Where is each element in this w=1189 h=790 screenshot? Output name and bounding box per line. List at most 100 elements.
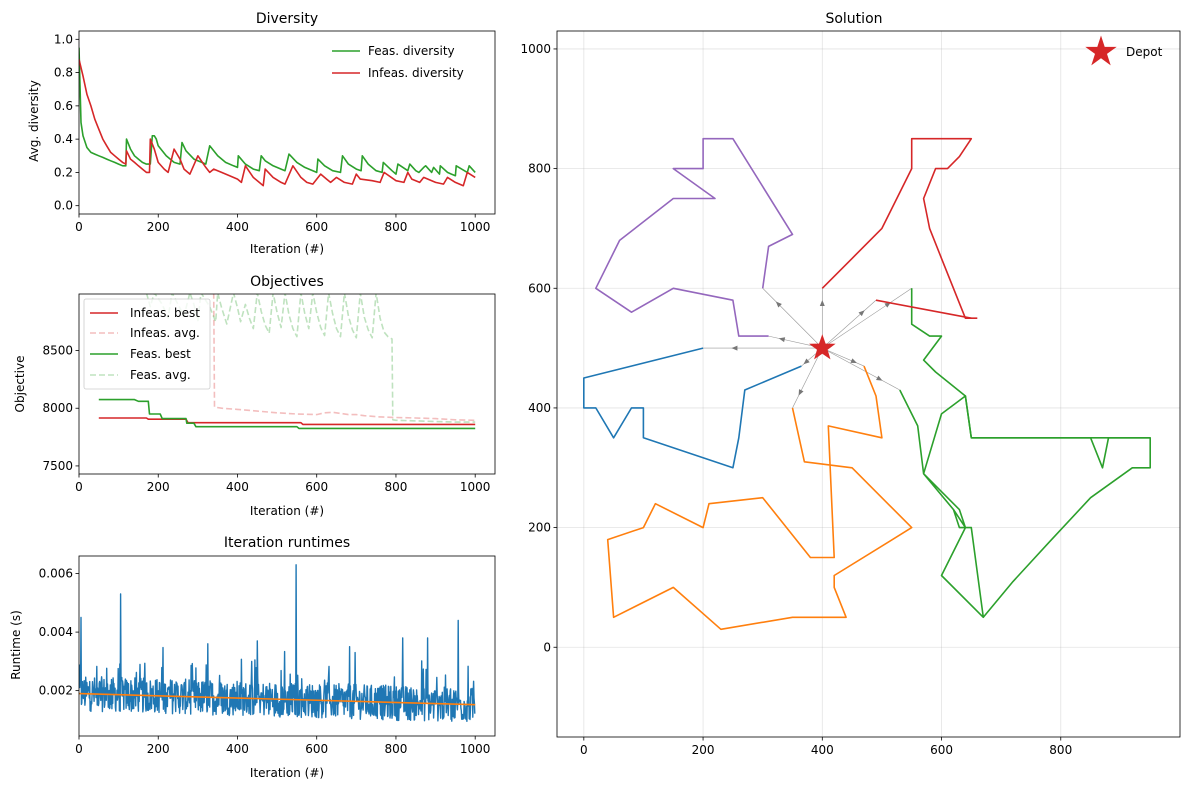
solution-title: Solution [825,11,882,27]
connector-arrowhead [778,337,786,343]
objectives-title: Objectives [250,274,324,290]
y-tick-label: 8000 [42,401,73,415]
route-line-7 [595,137,794,337]
x-tick-label: 200 [147,742,170,756]
x-tick-label: 400 [811,743,834,757]
runtimes-ticks: 0 200 400 600 800 1000 0.002 0.004 0.006 [39,567,491,756]
y-tick-label: 0.8 [54,66,73,80]
solution-axes-frame [556,30,1181,738]
diversity-ticks: 0 200 400 600 800 1000 0.0 0.2 0.4 0.6 0.8 1.0 [54,32,491,234]
solution-panel: Solution 0 200 400 600 80002004006008001000 … [520,11,1181,757]
x-tick-label: 400 [226,220,249,234]
x-tick-label: 800 [384,220,407,234]
x-tick-label: 800 [1049,743,1072,757]
connector-arrowhead [858,310,865,317]
objectives-xlabel: Iteration (#) [250,504,324,518]
x-tick-label: 600 [305,742,328,756]
y-tick-label: 0.0 [54,199,73,213]
x-tick-label: 1000 [460,220,491,234]
y-tick-label: 1000 [520,42,551,56]
legend-label-feas-diversity: Feas. diversity [368,44,455,58]
x-tick-label: 800 [384,480,407,494]
series-line-infeas-diversity [79,59,476,187]
connector-arrowhead [798,389,804,396]
objectives-legend-box [83,298,211,390]
y-tick-label: 800 [528,162,551,176]
legend-depot-star [1085,35,1117,66]
route-line-6 [875,299,972,319]
x-tick-label: 600 [305,480,328,494]
depot-star [809,334,836,360]
y-tick-label: 0.002 [39,684,73,698]
depot-connector [822,347,900,391]
x-tick-label: 0 [75,742,83,756]
x-tick-label: 400 [226,742,249,756]
depot-connector [762,288,823,349]
y-tick-label: 0.004 [39,625,73,639]
legend-label-infeas-avg: Infeas. avg. [130,326,200,340]
depot-connector [822,288,912,349]
runtimes-xlabel: Iteration (#) [250,766,324,780]
route-line-1 [583,347,802,469]
objectives-ticks: 0 200 400 600 800 1000 7500 8000 8500 [42,344,490,494]
legend-label-infeas-best: Infeas. best [130,306,200,320]
y-tick-label: 1.0 [54,32,73,46]
x-tick-label: 800 [384,742,407,756]
y-tick-label: 600 [528,281,551,295]
x-tick-label: 200 [692,743,715,757]
series-line-feas-diversity [79,47,476,177]
x-tick-label: 0 [75,480,83,494]
connector-arrowhead [803,358,810,365]
objectives-panel: Objectives Iteration (#) Objective 0 200 4… [13,274,496,518]
y-tick-label: 0 [543,640,551,654]
runtimes-panel: Iteration runtimes Iteration (#) Runtime… [9,535,496,780]
objectives-legend: Infeas. best Infeas. avg. Feas. best Fea… [83,298,211,390]
solution-routes [583,137,1151,631]
diversity-axes-frame [78,30,496,215]
connector-arrowhead [884,302,891,308]
y-tick-label: 8500 [42,344,73,358]
runtimes-title: Iteration runtimes [224,535,350,551]
diversity-legend: Feas. diversity Infeas. diversity [332,44,464,80]
series-line-runtime [79,564,476,722]
depot-connector [792,347,823,409]
legend-label-feas-best: Feas. best [130,347,191,361]
connector-arrowhead [731,345,738,351]
diversity-ylabel: Avg. diversity [27,80,41,162]
route-line-2 [606,365,913,631]
runtimes-axes-frame [78,555,496,737]
x-tick-label: 0 [75,220,83,234]
connector-arrowhead [819,300,825,307]
x-tick-label: 600 [930,743,953,757]
x-tick-label: 200 [147,480,170,494]
y-tick-label: 0.4 [54,132,73,146]
y-tick-label: 7500 [42,459,73,473]
objectives-axes-frame [78,293,496,475]
diversity-title: Diversity [256,11,318,27]
legend-label-feas-avg: Feas. avg. [130,368,191,382]
x-tick-label: 1000 [460,742,491,756]
route-line-5 [821,137,978,319]
solution-legend: Depot [1085,35,1163,66]
series-line-feas-best [98,398,476,430]
objectives-ylabel: Objective [13,356,27,413]
connector-arrowhead [775,301,782,308]
x-tick-label: 1000 [460,480,491,494]
series-line-trend [79,692,476,706]
y-tick-label: 0.006 [39,567,73,581]
depot-connector [822,347,865,367]
x-tick-label: 400 [226,480,249,494]
y-tick-label: 0.2 [54,165,73,179]
legend-label-depot: Depot [1126,45,1163,59]
diversity-xlabel: Iteration (#) [250,242,324,256]
y-tick-label: 200 [528,521,551,535]
diversity-series [79,47,476,187]
legend-label-infeas-diversity: Infeas. diversity [368,66,464,80]
diversity-panel: Diversity Iteration (#) Avg. diversity 0… [27,11,496,256]
series-line-infeas-avg [212,294,476,422]
y-tick-label: 400 [528,401,551,415]
depot-connector [822,300,877,349]
x-tick-label: 600 [305,220,328,234]
